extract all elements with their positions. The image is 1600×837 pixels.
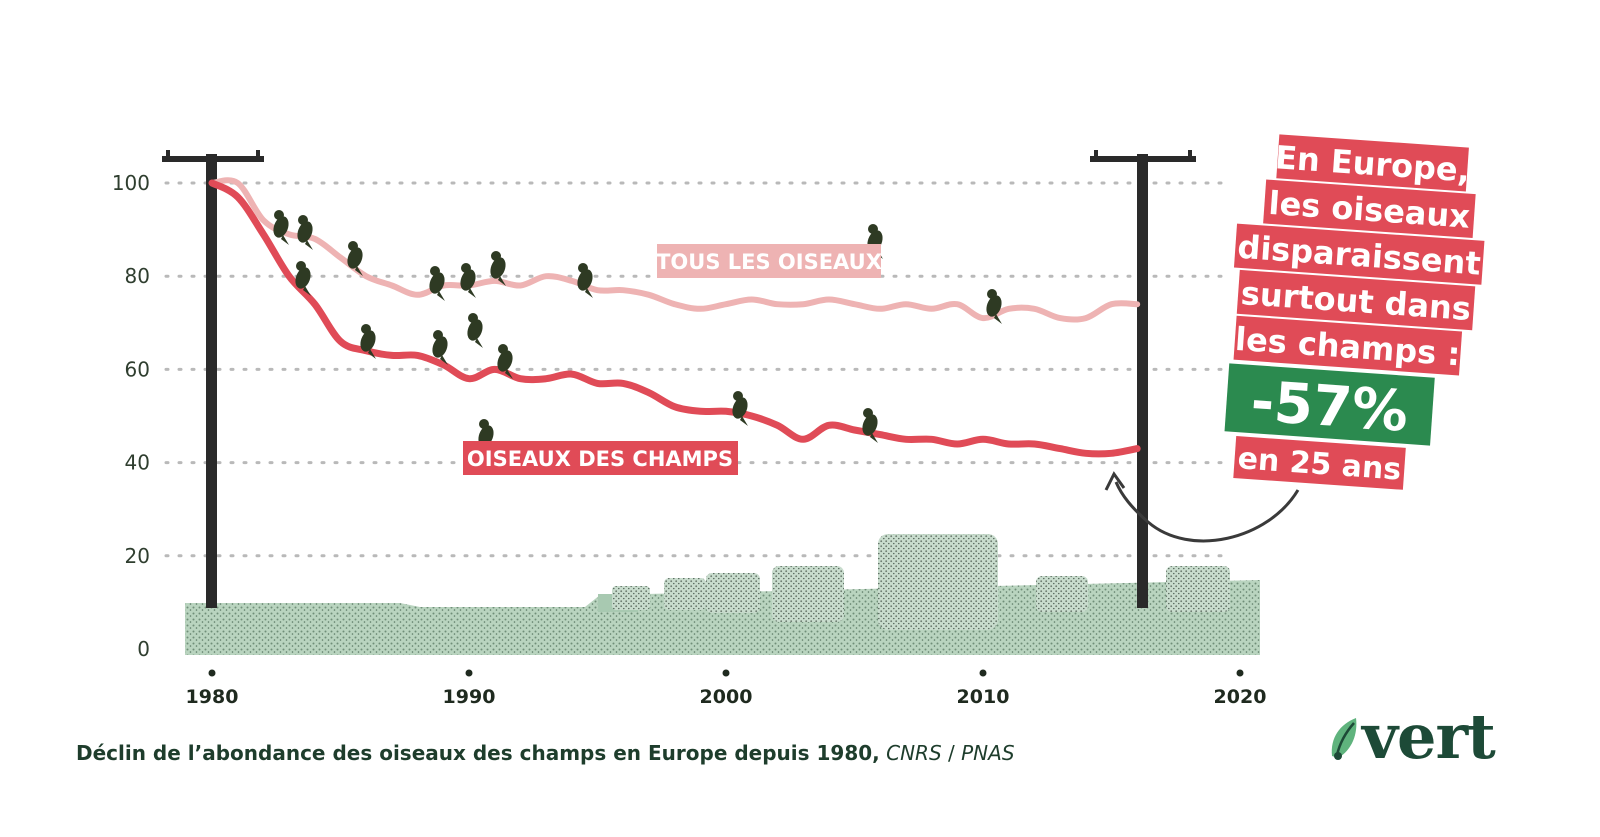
series-label-farmland-birds: OISEAUX DES CHAMPS [463, 441, 738, 475]
y-tick-label-80: 80 [125, 264, 150, 288]
y-tick-label-20: 20 [125, 544, 150, 568]
bird-icon [497, 344, 513, 379]
logo-word: vert [1362, 700, 1496, 773]
callout-arrow [1104, 471, 1300, 543]
series-layer [208, 177, 1141, 458]
bird-icon [297, 215, 313, 250]
x-tick-mark-1990 [465, 669, 473, 677]
bird-icon [429, 266, 445, 301]
caption-source-2: PNAS [961, 741, 1015, 765]
x-tick-mark-1980 [208, 669, 216, 677]
bird-icon [732, 391, 748, 426]
bird-icon [360, 324, 376, 359]
bird-icon [862, 408, 878, 443]
x-tick-label-1990: 1990 [443, 686, 496, 708]
x-tick-mark-2000 [722, 669, 730, 677]
bird-icon [273, 210, 289, 245]
y-tick-label-0: 0 [137, 637, 150, 661]
bird-icon [467, 313, 483, 348]
y-tick-label-40: 40 [125, 451, 150, 475]
series-label-all-birds-text: TOUS LES OISEAUX [656, 250, 882, 274]
x-tick-mark-2020 [1236, 669, 1244, 677]
bird-icon [460, 263, 476, 298]
bird-icon [490, 251, 506, 286]
series-all-birds [209, 177, 1141, 323]
y-axis: 0 20 40 60 80 100 [112, 171, 150, 661]
bird-icon [295, 261, 311, 296]
x-tick-label-1980: 1980 [186, 686, 239, 708]
series-label-all-birds: TOUS LES OISEAUX [656, 244, 882, 278]
brand-logo: vert [1328, 700, 1496, 773]
utility-pole-right [1090, 150, 1196, 608]
x-tick-label-2000: 2000 [700, 686, 753, 708]
leaf-icon [1331, 718, 1357, 760]
bird-icon [986, 289, 1002, 324]
hay-bales [612, 534, 1230, 630]
caption-main: Déclin de l’abondance des oiseaux des ch… [76, 741, 880, 765]
bird-icon [432, 330, 448, 365]
series-line-all-birds [209, 177, 1141, 323]
callout: En Europe, les oiseaux disparaissent sur… [1224, 134, 1485, 490]
x-tick-label-2020: 2020 [1214, 686, 1267, 708]
bird-icon [347, 241, 363, 276]
caption-source-1: CNRS [886, 741, 942, 765]
grid-lines [164, 181, 1234, 558]
y-tick-label-100: 100 [112, 171, 150, 195]
chart-caption: Déclin de l’abondance des oiseaux des ch… [76, 741, 1015, 765]
x-axis: 1980 1990 2000 2010 2020 [186, 669, 1267, 708]
x-tick-mark-2010 [979, 669, 987, 677]
caption-separator: / [948, 741, 955, 765]
x-tick-label-2010: 2010 [957, 686, 1010, 708]
bird-icon [577, 263, 593, 298]
utility-pole-left [162, 150, 264, 608]
y-tick-label-60: 60 [125, 357, 150, 381]
callout-line-5: les champs : [1234, 320, 1462, 374]
birds-illustration [273, 210, 1002, 454]
series-label-farmland-birds-text: OISEAUX DES CHAMPS [467, 447, 733, 471]
callout-value: -57% [1249, 369, 1410, 445]
